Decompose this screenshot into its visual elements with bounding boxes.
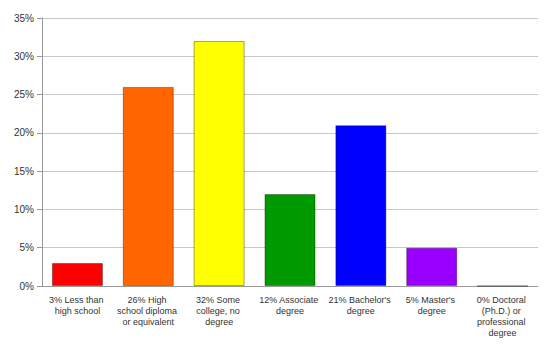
svg-text:school diploma: school diploma: [117, 306, 180, 316]
svg-text:12% Associate: 12% Associate: [259, 295, 321, 305]
svg-text:professional: professional: [477, 317, 528, 327]
svg-text:or equivalent: or equivalent: [123, 317, 175, 327]
svg-text:35%: 35%: [14, 13, 34, 24]
svg-text:20%: 20%: [14, 127, 34, 138]
svg-text:0% Doctoral: 0% Doctoral: [477, 295, 529, 305]
svg-text:5% Master's: 5% Master's: [406, 295, 458, 305]
svg-text:high school: high school: [55, 306, 101, 316]
svg-text:3% Less than: 3% Less than: [49, 295, 106, 305]
svg-text:30%: 30%: [14, 51, 34, 62]
svg-text:degree: degree: [418, 306, 446, 316]
svg-text:degree: degree: [205, 317, 233, 327]
svg-text:degree: degree: [276, 306, 304, 316]
svg-text:21% Bachelor's: 21% Bachelor's: [328, 295, 393, 305]
svg-text:(Ph.D.) or: (Ph.D.) or: [482, 306, 524, 316]
svg-text:degree: degree: [347, 306, 375, 316]
svg-text:15%: 15%: [14, 166, 34, 177]
svg-text:26% High: 26% High: [128, 295, 170, 305]
svg-text:32% Some: 32% Some: [196, 295, 243, 305]
svg-text:10%: 10%: [14, 204, 34, 215]
svg-text:25%: 25%: [14, 89, 34, 100]
svg-text:degree: degree: [489, 328, 517, 338]
svg-text:0%: 0%: [20, 281, 35, 292]
svg-text:college, no: college, no: [196, 306, 242, 316]
svg-text:5%: 5%: [20, 242, 35, 253]
